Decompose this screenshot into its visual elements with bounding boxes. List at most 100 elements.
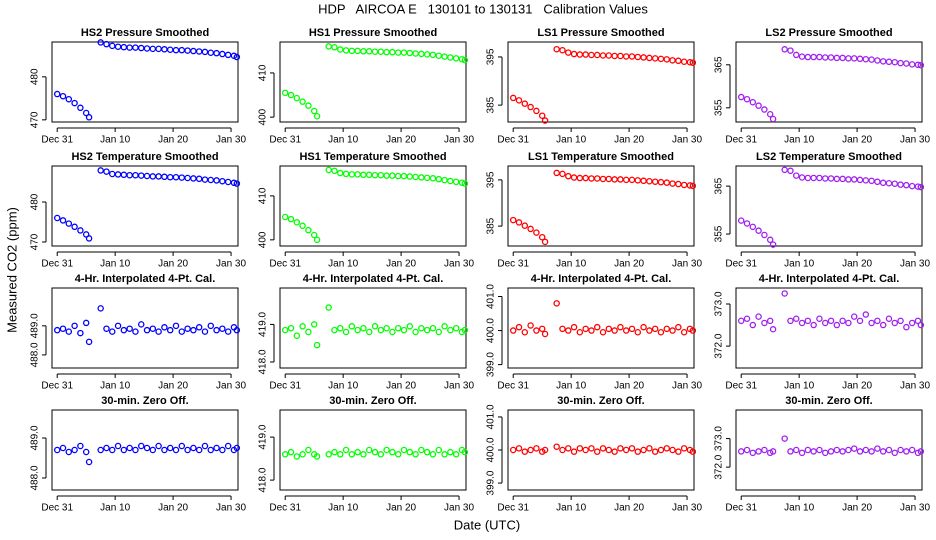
data-point [97,39,104,46]
x-tick-label: Jan 10 [784,381,814,392]
data-point [406,173,414,180]
data-point [663,179,671,186]
data-point [628,445,636,452]
data-point [360,324,367,332]
data-point [903,60,910,67]
panel: 4-Hr. Interpolated 4-Pt. Cal. Dec 31 Jan 1… [714,273,931,392]
data-point [97,167,104,174]
data-point [103,40,110,48]
data-point [798,53,806,60]
panel: HS1 Pressure Smoothed Dec 31 Jan 10 Jan 20 J… [258,27,475,146]
data-point [527,225,534,233]
data-point [418,174,425,181]
data-point [305,102,312,109]
data-point [287,324,295,332]
x-tick-label: Dec 31 [41,503,73,514]
data-point [423,326,431,334]
data-point [559,170,566,178]
panel: 30-min. Zero Off. Dec 31 Jan 10 Jan 20 Jan 3… [30,395,247,514]
data-point [172,46,180,54]
data-point [299,98,306,105]
data-point [509,327,517,334]
data-point [354,47,361,55]
data-point [737,317,745,325]
data-point [593,175,601,182]
data-point [781,46,788,53]
data-point [897,59,904,67]
data-point [126,444,133,452]
data-point [862,311,870,318]
data-point [509,94,517,102]
data-point [143,172,151,180]
data-point [132,44,139,51]
x-tick-label: Jan 20 [158,381,188,392]
data-point [646,54,653,62]
data-point [71,322,78,330]
data-point [593,51,601,59]
data-point [342,170,350,178]
data-point [337,169,344,177]
data-point [59,217,67,224]
data-point [874,178,881,186]
data-point [553,169,560,177]
data-point [680,181,688,189]
data-point [331,44,338,51]
data-point [565,327,572,334]
data-point [821,449,829,457]
data-point [281,326,289,334]
data-point [816,446,823,454]
data-point [657,446,665,454]
data-point [65,328,73,335]
data-point [166,326,174,334]
data-point [675,57,682,65]
data-point [769,448,777,455]
data-point [120,43,128,51]
data-point [195,175,203,183]
data-point [821,54,829,61]
data-point [224,178,232,186]
data-point [207,322,215,330]
data-point [207,176,215,184]
data-point [126,44,133,51]
data-point [348,171,356,178]
y-tick-label: 400 [258,108,269,125]
data-point [553,300,560,307]
x-tick-label: Jan 10 [556,135,586,146]
data-point [120,446,128,454]
y-tick-label: 400.0 [486,318,497,343]
data-point [533,327,540,334]
data-point [53,446,61,454]
data-point [354,326,361,334]
data-point [538,325,546,333]
data-point [461,180,469,187]
panel-title: LS2 Pressure Smoothed [765,27,892,39]
data-point [452,178,460,186]
data-point [109,328,116,335]
data-point [313,113,321,120]
data-point [120,171,128,179]
data-point [617,445,624,452]
data-point [737,217,745,224]
data-point [190,444,197,452]
y-tick-label: 355 [714,225,725,242]
data-point [769,115,777,123]
data-point [640,177,647,185]
data-point [599,329,607,336]
data-point [233,53,241,61]
data-point [461,448,469,456]
data-point [897,446,904,454]
data-point [155,328,162,335]
data-point [541,238,549,246]
data-point [155,442,162,450]
data-point [628,53,636,60]
x-tick-label: Dec 31 [41,135,73,146]
data-point [903,323,910,331]
data-point [389,448,396,456]
data-point [839,448,846,455]
panel-title: 30-min. Zero Off. [329,395,416,407]
y-tick-label: 385 [486,96,497,113]
data-point [593,323,601,331]
data-point [856,317,864,325]
data-point [149,446,157,454]
data-point [897,317,904,325]
